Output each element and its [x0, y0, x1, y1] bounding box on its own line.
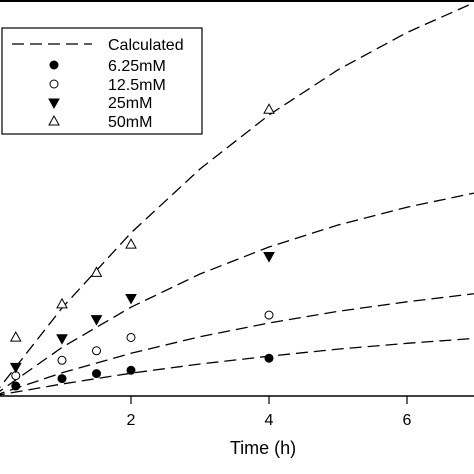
- calculated-curve-12-5mm: [0, 293, 474, 395]
- plot-area: [0, 1, 474, 396]
- x-tick-label-6: 6: [403, 412, 412, 429]
- data-point-12-5mm-1: [57, 355, 67, 365]
- legend-label-calculated: Calculated: [108, 37, 184, 54]
- data-point-25mm-2: [90, 315, 103, 326]
- legend-label-12-5mm: 12.5mM: [108, 77, 166, 94]
- x-axis-ticks: 2 4 6: [127, 396, 412, 429]
- legend-12-5mm-marker: [49, 79, 59, 89]
- calculated-curve-50mm: [0, 1, 474, 389]
- legend-label-25mm: 25mM: [108, 95, 152, 112]
- data-point-25mm-0: [9, 362, 22, 374]
- data-point-25mm-4: [263, 252, 275, 263]
- data-point-50mm-1: [56, 297, 68, 309]
- x-tick-label-2: 2: [127, 412, 136, 429]
- data-point-12-5mm-3: [126, 332, 136, 342]
- legend-label-50mm: 50mM: [108, 114, 152, 131]
- data-point-50mm-0: [9, 331, 22, 342]
- data-point-6-25mm-3: [126, 365, 136, 375]
- data-point-25mm-1: [56, 334, 68, 345]
- data-point-50mm-2: [90, 266, 103, 277]
- data-point-50mm-4: [263, 103, 275, 114]
- data-point-12-5mm-2: [92, 346, 101, 356]
- data-point-6-25mm-4: [264, 353, 274, 363]
- calculated-curve-6-25mm: [0, 337, 474, 396]
- data-point-12-5mm-4: [264, 310, 274, 320]
- legend-label-6-25mm: 6.25mM: [108, 58, 166, 75]
- legend-50mm-marker: [48, 114, 60, 126]
- data-point-6-25mm-0: [11, 381, 21, 391]
- data-point-6-25mm-1: [57, 374, 67, 384]
- legend-25mm-marker: [48, 98, 60, 110]
- calculated-curve-25mm: [0, 192, 474, 392]
- legend-6-25mm-marker: [49, 60, 59, 70]
- data-point-50mm-3: [125, 238, 137, 249]
- x-axis-title: Time (h): [230, 438, 296, 458]
- legend: Calculated 6.25mM 12.5mM 25mM 50mM: [1, 27, 203, 135]
- data-point-6-25mm-2: [92, 369, 101, 379]
- x-tick-label-4: 4: [265, 412, 274, 429]
- data-point-25mm-3: [125, 293, 137, 305]
- legend-box: [1, 27, 203, 135]
